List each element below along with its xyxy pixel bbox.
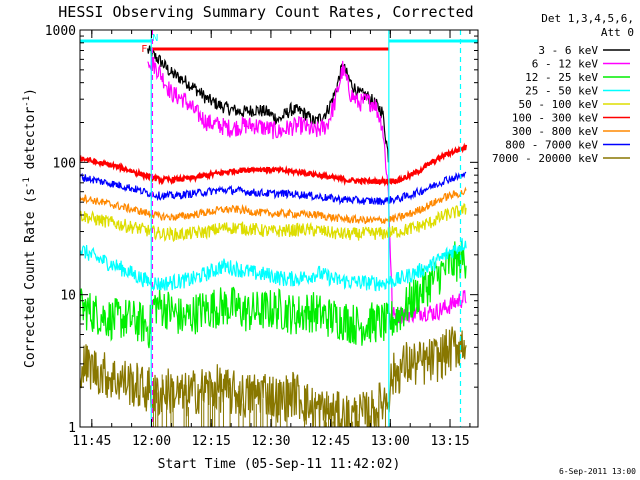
legend-label: 25 - 50 keV: [525, 85, 598, 98]
series-spikes-7000-20000keV: [152, 374, 386, 427]
y-axis-label-sup2: -1: [22, 96, 32, 107]
legend-label: 7000 - 20000 keV: [492, 152, 598, 165]
flag-label-N: N: [152, 33, 158, 44]
y-axis-label-mid: detector: [23, 107, 38, 178]
series-line-50-100keV: [80, 203, 467, 243]
y-tick-label: 1: [68, 421, 76, 436]
y-axis: 1 10 100 1000: [45, 24, 478, 436]
x-tick-label: 12:00: [132, 434, 171, 449]
series-line-300-800keV: [80, 186, 467, 225]
footer-date: 6-Sep-2011 13:00: [559, 467, 636, 476]
series-line-12-25keV: [80, 240, 467, 349]
x-axis-label: Start Time (05-Sep-11 11:42:02): [158, 457, 401, 472]
series-line-100-300keV: [80, 142, 468, 187]
y-axis-label-end: ): [23, 88, 38, 96]
legend-header-line2: Att 0: [601, 26, 634, 39]
x-tick-label: 12:30: [251, 434, 290, 449]
series-line-3-6keV: [147, 45, 389, 163]
legend-header-line1: Det 1,3,4,5,6,: [541, 12, 634, 25]
series-layer: [80, 45, 468, 427]
x-tick-label: 13:15: [430, 434, 469, 449]
annotation-layer: NF: [80, 30, 478, 427]
series-line-800-7000keV: [80, 171, 467, 206]
series-line-7000-20000keV: [80, 326, 467, 427]
y-tick-label: 10: [60, 289, 76, 304]
plot-frame: [79, 29, 479, 428]
flag-label-F: F: [141, 44, 147, 55]
y-tick-label: 100: [53, 156, 76, 171]
x-axis: 11:45 12:00 12:15 12:30 12:45 13:00 13:15: [72, 30, 471, 449]
y-axis-label-main: Corrected Count Rate (s: [23, 188, 38, 368]
x-tick-label: 11:45: [72, 434, 111, 449]
legend-label: 6 - 12 keV: [532, 58, 599, 71]
y-axis-label: Corrected Count Rate (s-1 detector-1): [22, 88, 38, 368]
series-line-6-12keV: [147, 55, 467, 324]
x-tick-label: 12:45: [311, 434, 350, 449]
series-line-25-50keV: [80, 238, 467, 292]
x-tick-label: 12:15: [192, 434, 231, 449]
x-tick-label: 13:00: [371, 434, 410, 449]
y-tick-label: 1000: [45, 24, 76, 39]
legend-label: 50 - 100 keV: [519, 98, 599, 111]
legend-label: 800 - 7000 keV: [505, 139, 598, 152]
legend-label: 100 - 300 keV: [512, 112, 598, 125]
legend-label: 12 - 25 keV: [525, 71, 598, 84]
chart-title: HESSI Observing Summary Count Rates, Cor…: [58, 3, 473, 21]
y-axis-label-sup1: -1: [22, 177, 32, 188]
legend-label: 3 - 6 keV: [538, 44, 598, 57]
legend-label: 300 - 800 keV: [512, 125, 598, 138]
